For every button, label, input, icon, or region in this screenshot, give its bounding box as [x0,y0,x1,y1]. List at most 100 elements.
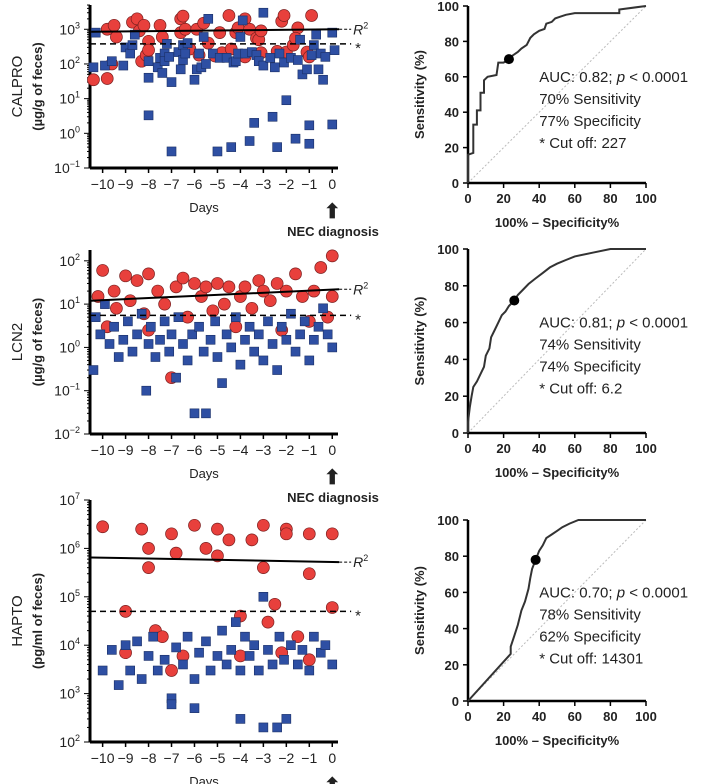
blue-point [143,56,154,67]
x-tick-label: −10 [91,176,115,192]
red-point [222,533,236,547]
x-tick-label: 60 [568,709,582,724]
specificity-label: 77% Specificity [539,113,641,130]
red-point [165,664,178,677]
y-tick-label: 100 [437,242,459,257]
blue-point [267,111,278,122]
red-point [142,561,155,575]
blue-point [203,14,214,24]
blue-point [327,342,338,353]
blue-point [267,339,278,349]
y-tick-label: 105 [59,588,80,605]
blue-point [164,346,175,357]
red-point [96,520,109,534]
blue-point [194,48,204,59]
x-axis-title: 100% – Specificity% [495,465,620,480]
blue-point [150,352,161,362]
regression-line [91,556,340,564]
blue-point [276,321,287,332]
blue-point [125,665,135,676]
red-point [279,527,293,541]
y-tick-label: 60 [445,585,459,600]
blue-point [240,631,250,642]
blue-point [226,142,237,152]
p-label: p [616,315,625,332]
x-tick-label: −6 [186,176,202,192]
x-tick-label: 0 [328,176,336,192]
y-tick-label: 101 [59,295,80,312]
roc-panel-roc-hapto: 0 20 40 60 80 100 0 20 40 60 80 100 100% – Specifici… [412,513,688,748]
blue-point [194,321,204,332]
red-point [222,9,236,22]
blue-point [129,29,140,40]
red-point [325,249,339,263]
red-point [110,30,123,44]
blue-point [235,714,246,724]
blue-point [299,316,310,327]
red-point [252,274,266,287]
x-tick-label: −3 [255,750,271,766]
x-tick-label: −5 [209,750,225,766]
x-tick-label: 0 [464,709,471,724]
blue-point [258,7,269,18]
red-point [222,280,236,294]
blue-point [194,647,204,658]
y-tick-exponent: −2 [70,425,80,435]
y-tick-label: 20 [445,658,459,673]
blue-point [231,617,241,627]
x-tick-label: −2 [278,750,294,766]
blue-point [180,48,191,59]
blue-point [178,659,188,670]
y-tick-label: 40 [445,622,459,637]
red-point [302,653,316,667]
blue-point [309,40,319,50]
red-point [291,630,305,644]
y-axis-title: Sensitivity (%) [412,297,427,386]
x-tick-label: −10 [91,750,115,766]
blue-point [143,339,154,349]
red-point [217,297,231,311]
blue-point [320,52,331,62]
blue-point [309,334,319,345]
x-tick-label: −6 [186,750,202,766]
y-tick-exponent: −1 [70,382,80,392]
x-tick-label: −2 [278,442,294,458]
y-tick-label: 0 [452,694,459,709]
red-point [291,21,305,35]
regression-line [91,288,340,302]
y-axis-title: HAPTO [9,595,26,646]
red-point [155,630,169,644]
y-tick-label: 102 [59,733,80,750]
x-tick-label: 40 [532,709,546,724]
y-axis-title: CALPRO [9,56,26,118]
blue-point [258,722,269,733]
auc-label: AUC: 0.81; p < 0.0001 [539,315,688,332]
red-point [325,290,339,303]
auc-label: AUC: 0.70; p < 0.0001 [539,584,688,601]
cutoff-value-label: * Cut off: 6.2 [539,381,622,398]
roc-curve [467,5,647,183]
cutoff-value-label: * Cut off: 14301 [539,650,643,667]
roc-panel-roc-calpro: 0 20 40 60 80 100 0 20 40 60 80 100 100% – Specifici… [412,0,688,230]
blue-point [166,77,177,87]
y-tick-label: 10−2 [54,425,80,442]
x-tick-label: −1 [301,176,317,192]
p-value: < 0.0001 [625,584,688,601]
blue-point [320,640,331,651]
x-tick-label: 60 [568,191,582,206]
blue-point [107,645,117,655]
red-point [142,542,155,555]
x-tick-label: −8 [141,442,157,458]
y-tick-label: 100 [437,0,459,14]
red-point [211,522,224,536]
blue-point [244,136,255,146]
red-point [257,284,270,298]
blue-point [201,636,211,647]
x-axis-title: 100% – Specificity% [495,215,620,230]
blue-point [235,665,246,676]
blue-point [226,342,237,353]
blue-point [226,645,237,655]
sensitivity-label: 78% Sensitivity [539,606,641,623]
x-tick-label: 20 [496,709,510,724]
red-point [302,527,316,541]
